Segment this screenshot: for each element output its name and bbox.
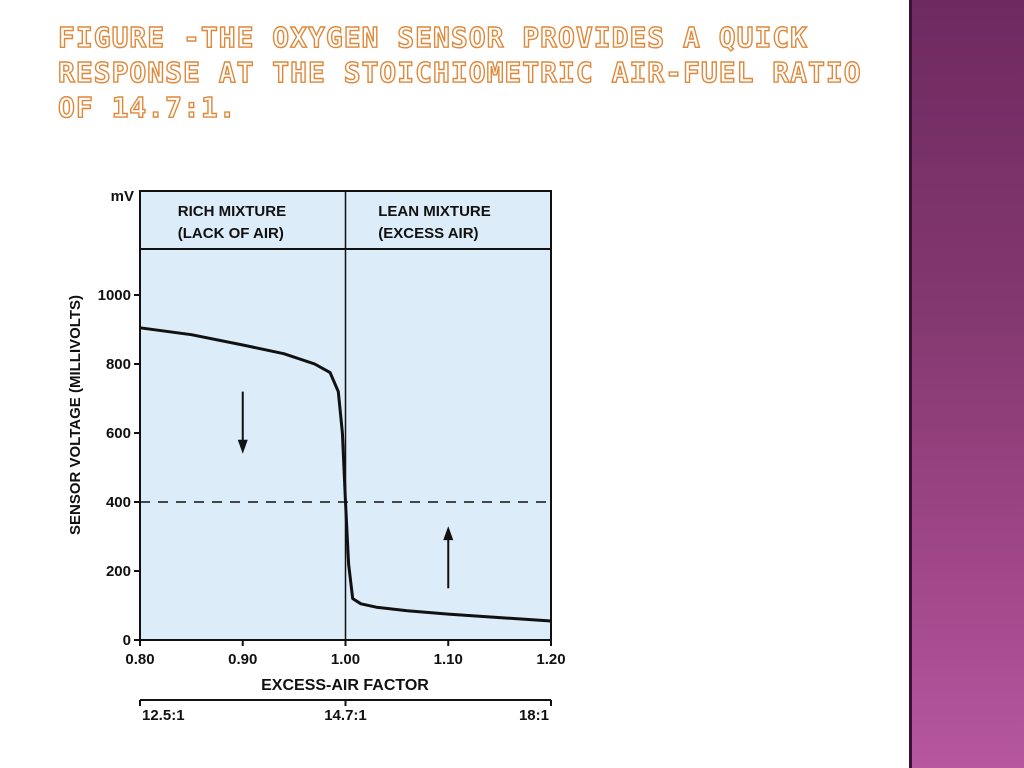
y-axis-unit: mV [111,188,134,205]
air-fuel-ratio-label: 18:1 [519,707,549,724]
y-tick-label: 600 [106,425,131,442]
x-axis-title: EXCESS-AIR FACTOR [261,677,429,694]
y-tick-label: 400 [106,494,131,511]
region-label-lean: LEAN MIXTURE [378,203,491,220]
y-tick-label: 200 [106,563,131,580]
air-fuel-ratio-label: 14.7:1 [324,707,367,724]
region-label-lean-sub: (EXCESS AIR) [378,225,478,242]
x-tick-label: 0.80 [125,651,154,668]
region-label-rich-sub: (LACK OF AIR) [178,225,284,242]
air-fuel-ratio-label: 12.5:1 [142,707,185,724]
arrow-down-icon [237,391,248,454]
sensor-voltage-curve [139,326,552,623]
y-tick-label: 800 [106,356,131,373]
arrow-up-icon [443,526,454,589]
slide-title: Figure -The oxygen sensor provides a qui… [57,20,862,124]
x-tick-label: 1.10 [434,651,463,668]
x-tick-label: 1.00 [331,651,360,668]
y-axis-title: SENSOR VOLTAGE (MILLIVOLTS) [67,295,84,535]
y-tick-label: 0 [123,632,131,649]
decorative-side-panel [912,0,1024,768]
x-tick-label: 0.90 [228,651,257,668]
region-label-rich: RICH MIXTURE [178,203,286,220]
side-panel-edge [909,0,912,768]
y-tick-label: 1000 [98,287,131,304]
oxygen-sensor-chart: RICH MIXTURE (LACK OF AIR) LEAN MIXTURE … [67,188,566,724]
x-tick-label: 1.20 [536,651,565,668]
